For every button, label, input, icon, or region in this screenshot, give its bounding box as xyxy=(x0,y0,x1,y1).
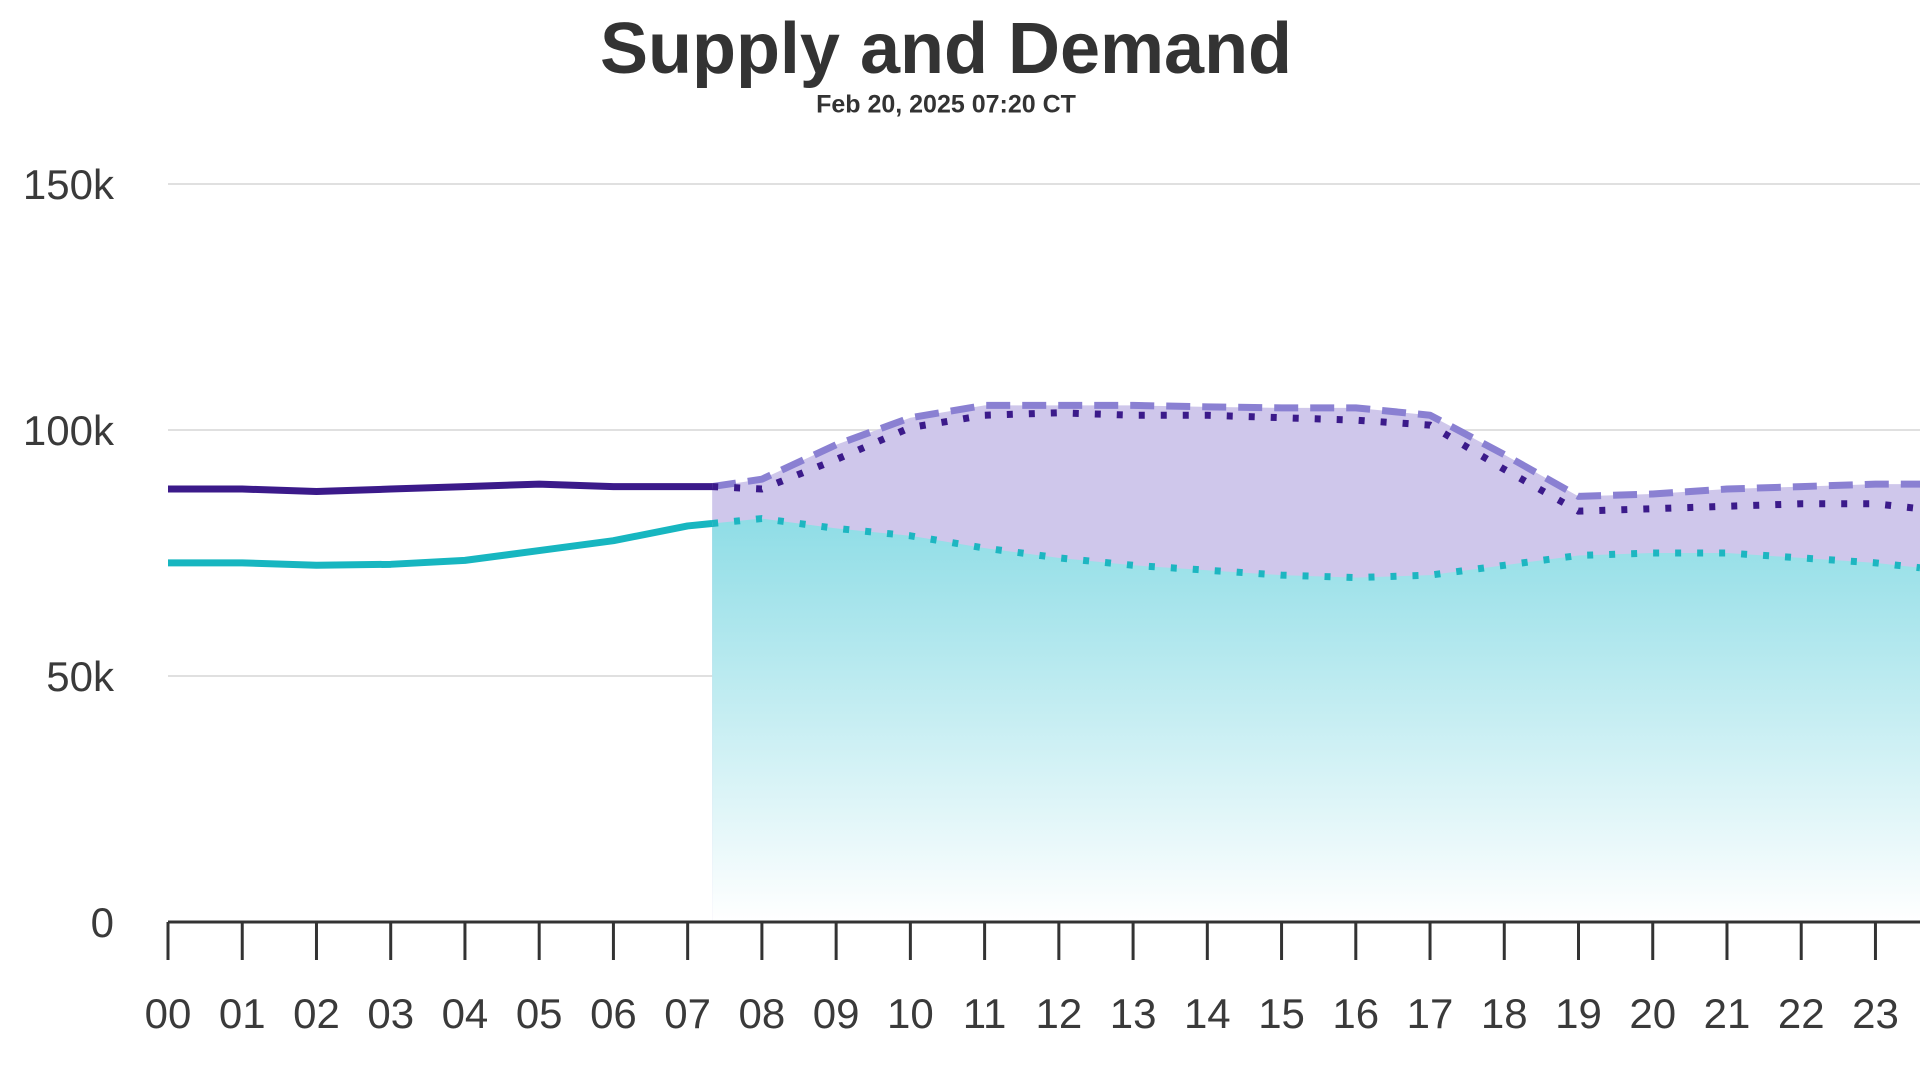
line xyxy=(711,401,1920,500)
x-tick-label: 14 xyxy=(1184,990,1231,1037)
y-tick-label: 150k xyxy=(23,161,115,208)
chart-subtitle: Feb 20, 2025 07:20 CT xyxy=(816,91,1076,119)
x-tick-label: 20 xyxy=(1629,990,1676,1037)
x-tick-label: 10 xyxy=(887,990,934,1037)
x-tick-label: 15 xyxy=(1258,990,1305,1037)
x-tick-label: 22 xyxy=(1778,990,1825,1037)
x-tick-label: 16 xyxy=(1332,990,1379,1037)
x-tick-label: 00 xyxy=(145,990,192,1037)
x-tick-label: 11 xyxy=(963,990,1007,1037)
x-tick-label: 19 xyxy=(1555,990,1602,1037)
x-tick-label: 06 xyxy=(590,990,637,1037)
line xyxy=(711,409,1920,515)
x-tick-label: 02 xyxy=(293,990,340,1037)
x-tick-label: 05 xyxy=(516,990,563,1037)
x-tick-label: 23 xyxy=(1852,990,1899,1037)
x-tick-label: 04 xyxy=(442,990,489,1037)
x-tick-label: 08 xyxy=(739,990,786,1037)
y-tick-label: 100k xyxy=(23,407,115,454)
x-tick-label: 21 xyxy=(1704,990,1751,1037)
x-tick-label: 12 xyxy=(1035,990,1082,1037)
x-tick-label: 03 xyxy=(367,990,414,1037)
line xyxy=(168,519,713,569)
y-tick-label: 50k xyxy=(46,653,115,700)
x-tick-label: 17 xyxy=(1407,990,1454,1037)
x-tick-label: 13 xyxy=(1110,990,1157,1037)
chart-title: Supply and Demand xyxy=(600,9,1292,89)
x-tick-label: 09 xyxy=(813,990,860,1037)
x-tick-label: 07 xyxy=(664,990,711,1037)
y-tick-label: 0 xyxy=(91,899,114,946)
area xyxy=(712,518,1920,922)
x-tick-label: 01 xyxy=(219,990,266,1037)
line xyxy=(168,480,713,495)
x-tick-label: 18 xyxy=(1481,990,1528,1037)
